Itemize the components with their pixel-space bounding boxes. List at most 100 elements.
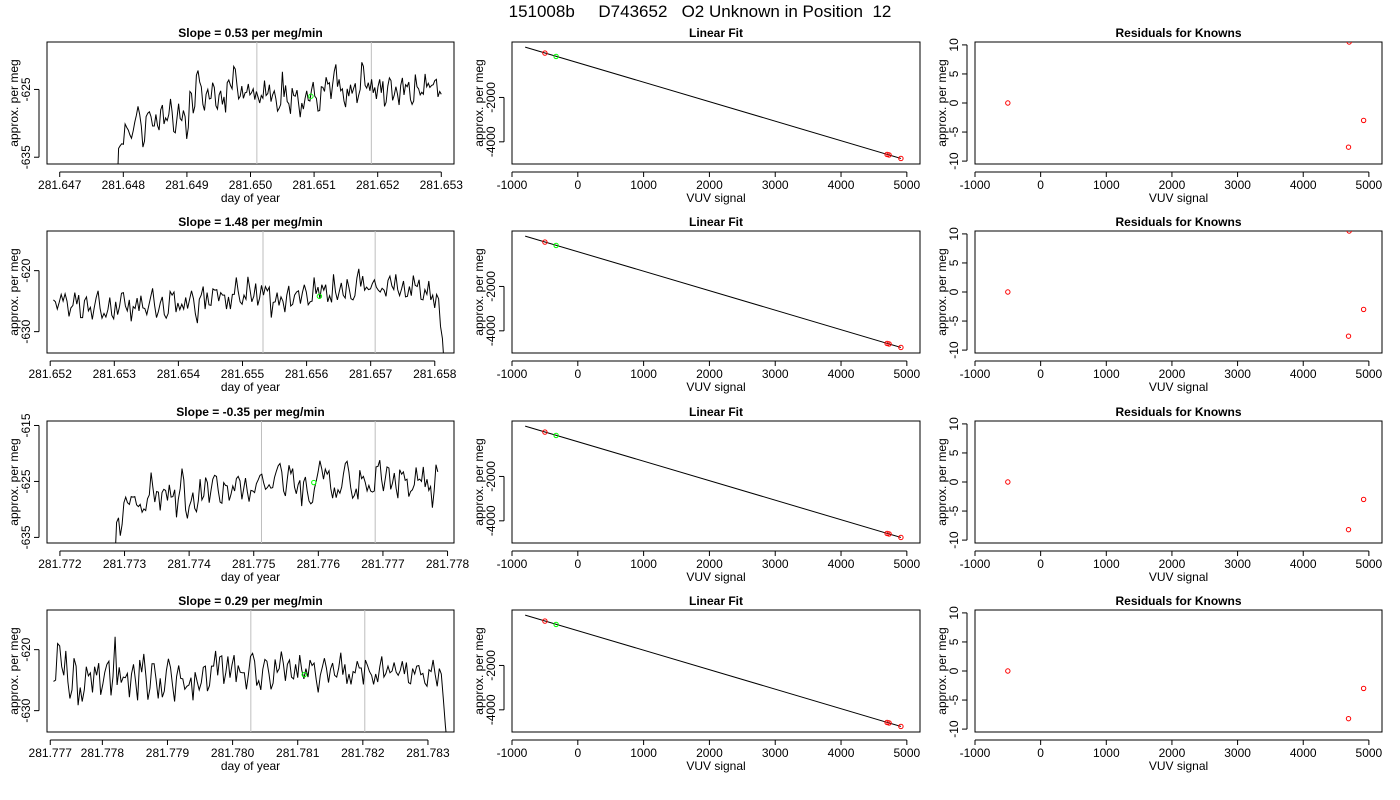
x-tick-label: 281.774	[167, 557, 211, 571]
x-tick-label: 3000	[1224, 178, 1251, 192]
x-tick-label: -1000	[960, 178, 991, 192]
y-axis-label: approx. per meg	[7, 438, 21, 525]
x-axis-label: VUV signal	[686, 570, 745, 584]
y-tick-label: -4000	[484, 126, 498, 157]
y-tick-label: 5	[947, 449, 961, 456]
chart-panel: Residuals for Knowns VUV signal approx. pe…	[935, 594, 1383, 773]
y-tick-label: -635	[19, 525, 33, 549]
x-tick-label: 4000	[1290, 178, 1317, 192]
x-tick-label: 4000	[828, 746, 855, 760]
y-axis-label: approx. per meg	[935, 627, 949, 714]
x-axis-label: VUV signal	[1149, 570, 1208, 584]
y-tick-label: -10	[947, 531, 961, 549]
y-tick-label: -625	[19, 469, 33, 493]
x-tick-label: 281.778	[81, 746, 125, 760]
plot-area	[1005, 42, 1367, 150]
x-tick-label: -1000	[497, 178, 528, 192]
y-tick-label: -10	[947, 720, 961, 738]
y-axis-label: approx. per meg	[935, 59, 949, 146]
x-tick-label: 3000	[1224, 746, 1251, 760]
y-tick-label: -4000	[484, 694, 498, 725]
y-tick-label: 5	[947, 259, 961, 266]
x-axis-label: day of year	[221, 759, 280, 773]
x-tick-label: 4000	[828, 557, 855, 571]
x-tick-label: 4000	[1290, 557, 1317, 571]
plot-frame	[511, 609, 921, 733]
x-tick-label: 2000	[696, 557, 723, 571]
plot-area	[525, 235, 904, 351]
x-tick-label: 281.777	[29, 746, 73, 760]
x-tick-label: 281.649	[165, 178, 209, 192]
chart-panel: Slope = 1.48 per meg/min day of year appro…	[7, 215, 457, 394]
y-tick-label: 0	[947, 667, 961, 674]
y-tick-label: -2000	[484, 82, 498, 113]
y-axis-label: approx. per meg	[472, 248, 486, 335]
x-tick-label: 5000	[1356, 178, 1383, 192]
known-point	[898, 344, 904, 351]
y-tick-label: -4000	[484, 315, 498, 346]
known-point	[898, 155, 904, 162]
known-point	[542, 429, 548, 435]
y-axis-label: approx. per meg	[935, 438, 949, 525]
known-point	[1345, 144, 1352, 150]
x-tick-label: 3000	[1224, 557, 1251, 571]
known-point	[1346, 231, 1352, 234]
plot-area	[53, 610, 447, 732]
series-line	[115, 460, 439, 543]
fit-line	[525, 235, 902, 348]
x-tick-label: -1000	[960, 367, 991, 381]
x-tick-label: 281.655	[221, 367, 265, 381]
x-tick-label: 5000	[893, 557, 920, 571]
x-tick-label: 281.651	[292, 178, 336, 192]
series-line	[53, 268, 444, 353]
x-tick-label: 281.778	[426, 557, 470, 571]
known-point	[542, 50, 548, 56]
y-tick-label: -620	[19, 258, 33, 282]
y-tick-label: 0	[947, 288, 961, 295]
x-tick-label: 281.653	[93, 367, 137, 381]
y-tick-label: -5	[947, 694, 961, 705]
known-point	[886, 152, 892, 158]
known-point	[1360, 306, 1367, 313]
plot-area	[525, 46, 904, 162]
x-tick-label: 2000	[696, 178, 723, 192]
y-axis-label: approx. per meg	[7, 627, 21, 714]
x-tick-label: 0	[574, 557, 581, 571]
plot-frame	[511, 230, 921, 354]
x-tick-label: 3000	[762, 557, 789, 571]
plot-frame	[46, 230, 455, 354]
plot-frame	[974, 230, 1383, 354]
x-axis-label: VUV signal	[1149, 759, 1208, 773]
y-tick-label: 0	[947, 99, 961, 106]
x-tick-label: 281.773	[103, 557, 147, 571]
chart-panel: Slope = -0.35 per meg/min day of year appr…	[7, 405, 470, 584]
y-tick-label: 10	[947, 227, 961, 241]
x-tick-label: 281.772	[38, 557, 82, 571]
chart-title: Residuals for Knowns	[1115, 594, 1241, 608]
y-tick-label: -625	[19, 77, 33, 101]
x-tick-label: 281.652	[356, 178, 400, 192]
x-tick-label: 3000	[762, 746, 789, 760]
x-tick-label: 0	[574, 367, 581, 381]
plot-frame	[974, 41, 1383, 165]
x-tick-label: 4000	[1290, 367, 1317, 381]
y-tick-label: -5	[947, 315, 961, 326]
x-tick-label: 281.783	[406, 746, 450, 760]
x-tick-label: 281.656	[285, 367, 329, 381]
x-tick-label: -1000	[960, 557, 991, 571]
known-point	[898, 723, 904, 730]
y-axis-label: approx. per meg	[7, 248, 21, 335]
known-point	[886, 341, 892, 347]
plot-area	[525, 614, 904, 730]
y-tick-label: -10	[947, 341, 961, 359]
unknown-point	[301, 671, 307, 678]
x-tick-label: 4000	[1290, 746, 1317, 760]
known-point	[1360, 685, 1367, 692]
y-tick-label: -620	[19, 637, 33, 661]
x-tick-label: 5000	[893, 367, 920, 381]
x-tick-label: 4000	[828, 367, 855, 381]
x-axis-label: day of year	[221, 191, 280, 205]
plot-area	[115, 421, 439, 543]
known-point	[1360, 117, 1367, 124]
